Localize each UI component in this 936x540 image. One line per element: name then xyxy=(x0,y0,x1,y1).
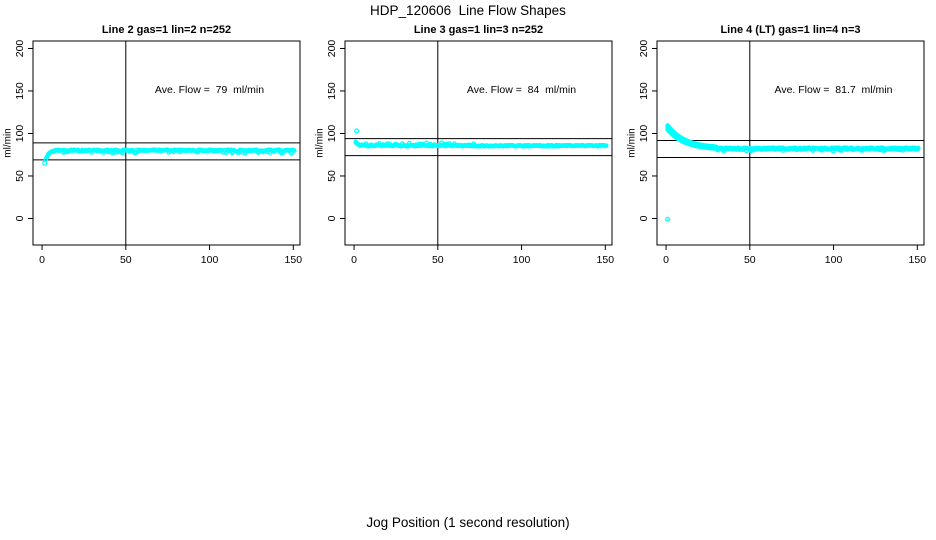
x-tick-label: 0 xyxy=(663,254,669,266)
reference-lines xyxy=(657,41,924,245)
y-tick-label: 0 xyxy=(326,215,338,221)
panel-line3: Line 3 gas=1 lin=3 n=252 Ave. Flow = 84 … xyxy=(312,20,624,280)
y-tick-label: 150 xyxy=(638,82,650,100)
x-tick-label: 100 xyxy=(513,254,531,266)
panel-line3-ave-flow-annotation: Ave. Flow = 84 ml/min xyxy=(466,84,577,96)
panel-line2-title: Line 2 gas=1 lin=2 n=252 xyxy=(101,24,232,36)
axes: 0 50 100 150 0 50 100 150 200 ml/min xyxy=(315,40,615,266)
y-tick-label: 150 xyxy=(14,82,26,100)
y-tick-label: 100 xyxy=(14,125,26,143)
y-tick-label: 0 xyxy=(14,215,26,221)
x-tick-label: 50 xyxy=(432,254,444,266)
y-axis-title: ml/min xyxy=(627,128,638,157)
panel-line2-ave-flow-annotation: Ave. Flow = 79 ml/min xyxy=(154,84,265,96)
y-tick-label: 200 xyxy=(326,40,338,58)
data-point xyxy=(354,128,360,134)
x-tick-label: 0 xyxy=(351,254,357,266)
y-tick-label: 100 xyxy=(326,125,338,143)
x-tick-label: 0 xyxy=(39,254,45,266)
y-tick-label: 200 xyxy=(638,40,650,58)
panel-line4-title: Line 4 (LT) gas=1 lin=4 n=3 xyxy=(720,24,861,36)
data-points xyxy=(42,147,297,166)
data-point xyxy=(42,160,48,166)
x-tick-label: 150 xyxy=(597,254,615,266)
y-tick-label: 0 xyxy=(638,215,650,221)
reference-lines xyxy=(345,41,612,245)
y-tick-label: 50 xyxy=(638,170,650,182)
x-axis-label: Jog Position (1 second resolution) xyxy=(366,515,570,530)
panel-line3-plot: 0 50 100 150 0 50 100 150 200 ml/min xyxy=(315,40,615,266)
main-title: HDP_120606 Line Flow Shapes xyxy=(370,3,566,18)
y-tick-label: 200 xyxy=(14,40,26,58)
x-tick-label: 150 xyxy=(285,254,303,266)
y-tick-label: 50 xyxy=(326,170,338,182)
axes: 0 50 100 150 0 50 100 150 200 ml/min xyxy=(627,40,927,266)
plot-box xyxy=(656,40,925,246)
data-point xyxy=(665,216,671,222)
plot-box xyxy=(344,40,613,246)
x-tick-label: 100 xyxy=(201,254,219,266)
reference-lines xyxy=(33,41,300,245)
data-point xyxy=(291,148,297,153)
y-tick-label: 150 xyxy=(326,82,338,100)
y-axis-title: ml/min xyxy=(315,128,326,157)
panel-line4: Line 4 (LT) gas=1 lin=4 n=3 Ave. Flow = … xyxy=(624,20,936,280)
data-points xyxy=(665,123,921,222)
x-tick-label: 50 xyxy=(744,254,756,266)
y-axis-title: ml/min xyxy=(3,128,14,157)
panel-line3-title: Line 3 gas=1 lin=3 n=252 xyxy=(413,24,544,36)
panel-line2: Line 2 gas=1 lin=2 n=252 Ave. Flow = 79 … xyxy=(0,20,312,280)
panel-line4-plot: 0 50 100 150 0 50 100 150 200 ml/min xyxy=(627,40,927,266)
data-points xyxy=(353,128,609,149)
data-point xyxy=(603,143,609,148)
y-tick-label: 100 xyxy=(638,125,650,143)
data-point xyxy=(915,145,921,151)
x-tick-label: 50 xyxy=(120,254,132,266)
x-tick-label: 100 xyxy=(825,254,843,266)
x-tick-label: 150 xyxy=(909,254,927,266)
y-tick-label: 50 xyxy=(14,170,26,182)
panel-line2-plot: 0 50 100 150 0 50 100 150 200 ml/min xyxy=(3,40,303,266)
panel-line4-ave-flow-annotation: Ave. Flow = 81.7 ml/min xyxy=(774,84,893,96)
